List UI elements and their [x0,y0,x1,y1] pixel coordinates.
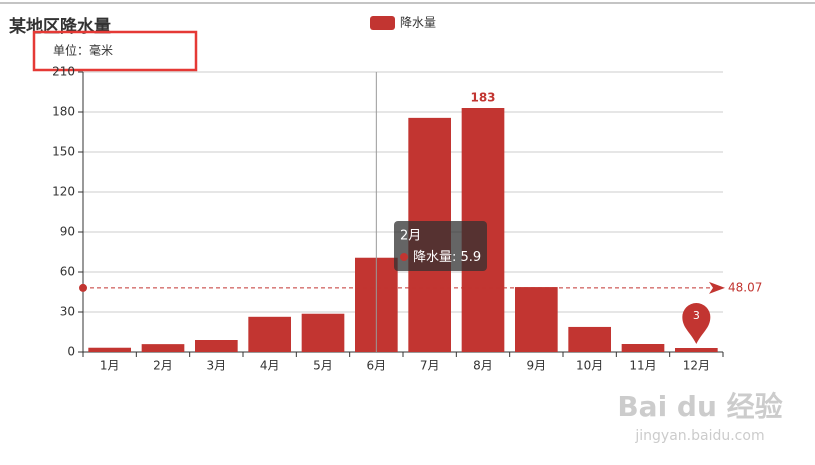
x-tick-label: 3月 [207,359,227,373]
y-tick-label: 0 [67,345,75,359]
x-tick-label: 1月 [100,359,120,373]
watermark-url: jingyan.baidu.com [634,428,764,444]
y-tick-label: 60 [60,265,75,279]
min-label: 3 [693,309,700,322]
tooltip-sep: : [452,250,461,265]
x-tick-label: 2月 [153,359,173,373]
bar [88,347,131,352]
y-tick-label: 150 [52,145,75,159]
x-tick-label: 12月 [683,359,710,373]
tooltip-box [394,221,487,271]
highlight-box [32,30,198,72]
chart-title: 某地区降水量 [9,16,111,37]
bar [621,344,665,352]
x-tick-label: 6月 [367,359,387,373]
y-tick-label: 30 [60,305,75,319]
mean-arrow [709,281,725,294]
bar [515,287,558,352]
x-tick-label: 8月 [473,359,493,373]
legend-swatch[interactable] [370,16,395,30]
legend[interactable]: 降水量 [370,16,436,31]
bar [141,344,185,352]
x-tick-label: 11月 [629,359,656,373]
x-tick-label: 5月 [313,359,333,373]
bar [675,348,718,352]
y-tick-label: 90 [60,225,75,239]
x-tick-label: 10月 [576,359,603,373]
x-tick-label: 4月 [260,359,280,373]
bar [248,316,291,352]
bar [568,326,611,352]
tooltip-title: 2月 [400,229,421,244]
bar [195,340,238,352]
tooltip-text: 降水量: 5.9 [413,250,481,265]
bar [301,313,345,352]
mean-label: 48.07 [728,280,762,294]
y-tick-label: 180 [52,105,75,119]
chart-subtitle: 单位：毫米 [53,43,113,58]
legend-label[interactable]: 降水量 [400,16,436,30]
y-tick-label: 210 [52,65,75,79]
tooltip-dot [400,253,408,261]
y-tick-label: 120 [52,185,75,199]
mean-start [79,283,87,292]
x-tick-label: 7月 [420,359,440,373]
watermark: Bai du 经验 [617,390,782,423]
x-tick-label: 9月 [527,359,547,373]
max-label: 183 [470,91,495,105]
tooltip-series: 降水量 [413,250,452,265]
tooltip-value: 5.9 [461,250,482,265]
min-pin [682,303,711,344]
